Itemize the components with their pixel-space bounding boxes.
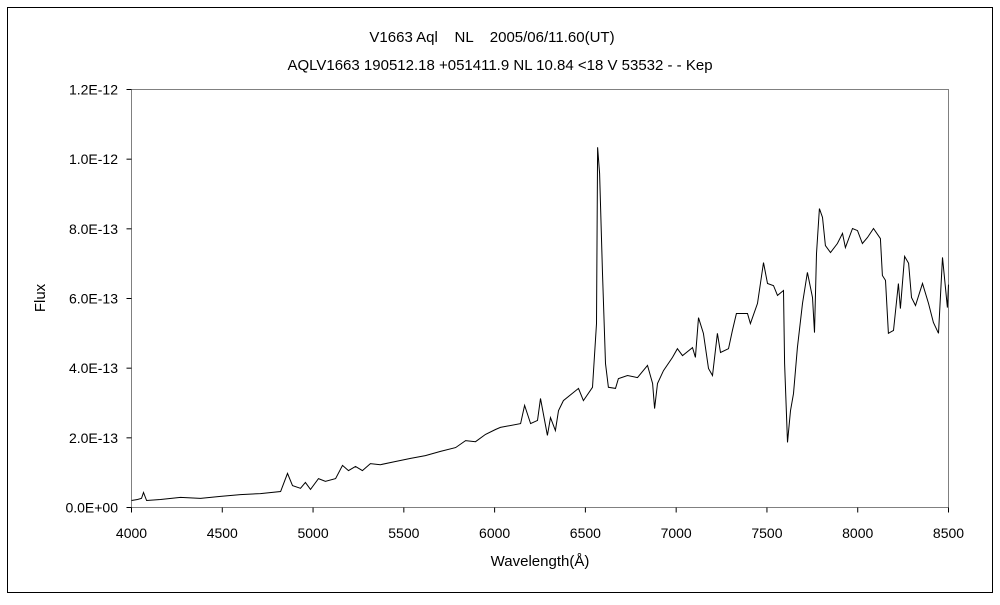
x-tick-label: 7000 — [661, 525, 692, 541]
chart-subtitle: AQLV1663 190512.18 +051411.9 NL 10.84 <1… — [287, 57, 712, 74]
y-tick-label: 2.0E-13 — [69, 430, 118, 446]
y-axis: 0.0E+00 2.0E-13 4.0E-13 6.0E-13 8.0E-13 1.0E-… — [65, 82, 132, 516]
y-tick-label: 1.2E-12 — [69, 82, 118, 98]
y-tick-label: 4.0E-13 — [69, 360, 118, 376]
x-tick-label: 8000 — [842, 525, 873, 541]
x-tick-label: 5500 — [388, 525, 419, 541]
chart-title: V1663 Aql NL 2005/06/11.60(UT) — [369, 29, 614, 46]
x-axis: 4000 4500 5000 5500 6000 6500 7000 7500 8000 8500 — [116, 507, 964, 541]
x-tick-label: 5000 — [297, 525, 328, 541]
y-tick-label: 8.0E-13 — [69, 221, 118, 237]
x-tick-label: 6000 — [479, 525, 510, 541]
x-tick-label: 7500 — [751, 525, 782, 541]
y-tick-label: 6.0E-13 — [69, 291, 118, 307]
x-axis-label: Wavelength(Å) — [491, 553, 590, 570]
x-tick-label: 8500 — [933, 525, 964, 541]
x-tick-label: 4000 — [116, 525, 147, 541]
spectrum-line — [131, 147, 949, 502]
y-axis-label: Flux — [32, 283, 49, 312]
y-tick-label: 1.0E-12 — [69, 151, 118, 167]
y-tick-label: 0.0E+00 — [65, 500, 118, 516]
x-tick-label: 6500 — [570, 525, 601, 541]
x-tick-label: 4500 — [207, 525, 238, 541]
plot-area — [131, 89, 949, 508]
